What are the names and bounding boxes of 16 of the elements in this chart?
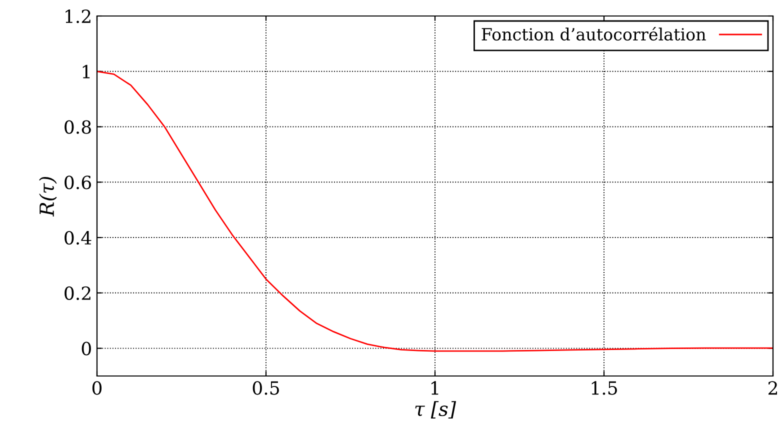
- y-tick-label: 1.2: [66, 9, 90, 24]
- y-axis-title: R(τ): [39, 176, 57, 217]
- x-tick-label: 1: [431, 381, 438, 395]
- y-tick-label: 0.8: [64, 120, 91, 134]
- x-tick-label: 0: [92, 381, 102, 395]
- legend-label: Fonction d’autocorrélation: [482, 27, 706, 41]
- y-tick-label: 0.6: [64, 176, 92, 190]
- y-tick-label: 1: [82, 64, 90, 78]
- y-tick-label: 0: [82, 342, 91, 356]
- x-tick-label: 0.5: [252, 381, 279, 395]
- y-tick-label: 0.4: [64, 231, 92, 245]
- line-series: [97, 70, 773, 352]
- x-tick-label: 1.5: [592, 381, 617, 395]
- x-axis-title: τ [s]: [415, 401, 456, 418]
- y-tick-label: 0.2: [64, 286, 90, 300]
- x-tick-label: 2: [768, 381, 777, 395]
